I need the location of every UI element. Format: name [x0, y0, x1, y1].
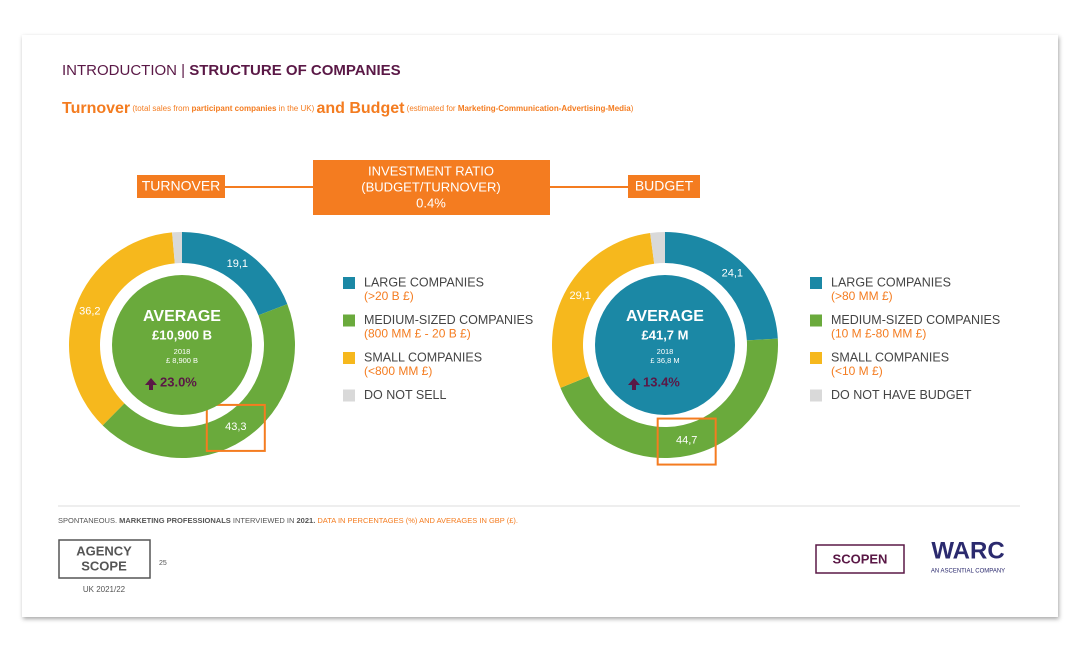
- donut-segment: [650, 232, 665, 264]
- subtitle-part: and Budget: [316, 100, 405, 117]
- footnote-part: DATA IN PERCENTAGES (%) AND AVERAGES IN …: [315, 516, 518, 525]
- footnote-part: 2021.: [297, 516, 316, 525]
- data-label: 44,7: [676, 434, 697, 446]
- center-change: 13.4%: [643, 374, 680, 389]
- subtitle: Turnover (total sales from participant c…: [62, 100, 634, 117]
- logo-text: SCOPEN: [833, 551, 888, 566]
- legend-range: (10 M £-80 MM £): [831, 327, 926, 341]
- logo-text: AGENCY: [76, 543, 132, 558]
- center-change: 23.0%: [160, 374, 197, 389]
- legend-range: (<10 M £): [831, 364, 883, 378]
- logo-text: SCOPE: [81, 558, 127, 573]
- header-part: INTRODUCTION |: [62, 62, 189, 79]
- legend-swatch: [810, 277, 822, 289]
- chart-title-box: [628, 175, 700, 198]
- center-label: AVERAGE: [143, 308, 221, 325]
- legend-swatch: [810, 389, 822, 402]
- legend-swatch: [343, 352, 355, 364]
- ratio-box: [313, 160, 550, 215]
- subtitle-part: in the UK): [276, 104, 316, 113]
- legend-label: DO NOT SELL: [364, 388, 446, 402]
- center-label: AVERAGE: [626, 308, 704, 325]
- legend-swatch: [343, 389, 355, 402]
- legend-label: MEDIUM-SIZED COMPANIES: [364, 313, 533, 327]
- header: INTRODUCTION | STRUCTURE OF COMPANIES: [62, 62, 401, 79]
- legend-label: LARGE COMPANIES: [364, 275, 484, 289]
- data-label: 36,2: [79, 306, 100, 318]
- donut-segment: [665, 232, 778, 341]
- legend-label: SMALL COMPANIES: [364, 350, 482, 364]
- subtitle-part: (estimated for: [404, 104, 457, 113]
- donut-segment: [69, 232, 175, 426]
- data-label: 43,3: [225, 421, 246, 433]
- footnote: SPONTANEOUS. MARKETING PROFESSIONALS INT…: [58, 516, 518, 525]
- footnote-part: SPONTANEOUS.: [58, 516, 119, 525]
- footnote-part: MARKETING PROFESSIONALS: [119, 516, 231, 525]
- scopen-logo: [815, 544, 905, 574]
- donut-segment: [172, 232, 182, 264]
- donut-segment: [182, 232, 288, 316]
- data-label: 24,1: [722, 268, 743, 280]
- header-part: STRUCTURE OF COMPANIES: [189, 62, 400, 79]
- data-label: 19,1: [227, 258, 248, 270]
- chart-title-box: [137, 175, 225, 198]
- subtitle-part: Marketing-Communication-Advertising-Medi…: [458, 104, 631, 113]
- donut-segment: [552, 232, 655, 388]
- donut-segment: [102, 304, 295, 458]
- logo-text: WARC: [931, 537, 1004, 564]
- legend-range: (>80 MM £): [831, 289, 893, 303]
- subtitle-part: ): [631, 104, 634, 113]
- up-arrow: [628, 378, 640, 390]
- legend-swatch: [343, 277, 355, 289]
- agency-logo: [58, 539, 151, 579]
- ratio-text: (BUDGET/TURNOVER): [361, 179, 500, 194]
- legend-swatch: [810, 352, 822, 364]
- legend-range: (800 MM £ - 20 B £): [364, 327, 471, 341]
- logo-text: UK 2021/22: [83, 585, 126, 594]
- highlight-box: [656, 417, 717, 466]
- legend-swatch: [810, 314, 822, 327]
- legend-label: LARGE COMPANIES: [831, 275, 951, 289]
- center-prior-year: 2018: [174, 347, 191, 356]
- center-value: £10,900 B: [152, 327, 212, 342]
- legend-label: SMALL COMPANIES: [831, 350, 949, 364]
- legend-range: (>20 B £): [364, 289, 414, 303]
- footnote-part: INTERVIEWED IN: [231, 516, 297, 525]
- page-number: 25: [159, 560, 167, 567]
- logo-text: AN ASCENTIAL COMPANY: [931, 569, 1005, 575]
- ratio-text: INVESTMENT RATIO: [368, 163, 494, 178]
- center-value: £41,7 M: [642, 327, 689, 342]
- legend-range: (<800 MM £): [364, 364, 432, 378]
- chart-title: BUDGET: [635, 178, 694, 194]
- subtitle-part: participant companies: [192, 104, 277, 113]
- chart-title: TURNOVER: [142, 178, 221, 194]
- donut-segment: [560, 338, 779, 459]
- legend-label: DO NOT HAVE BUDGET: [831, 388, 972, 402]
- center-disk: [595, 275, 735, 415]
- legend-swatch: [343, 314, 355, 327]
- center-prior-year: 2018: [657, 347, 674, 356]
- center-disk: [112, 275, 252, 415]
- center-prior-value: £ 8,900 B: [166, 356, 198, 365]
- subtitle-part: (total sales from: [130, 104, 191, 113]
- subtitle-part: Turnover: [62, 100, 130, 117]
- ratio-text: 0.4%: [416, 195, 446, 210]
- center-prior-value: £ 36,8 M: [650, 356, 679, 365]
- legend-label: MEDIUM-SIZED COMPANIES: [831, 313, 1000, 327]
- highlight-box: [205, 403, 266, 452]
- up-arrow: [145, 378, 157, 390]
- data-label: 29,1: [569, 290, 590, 302]
